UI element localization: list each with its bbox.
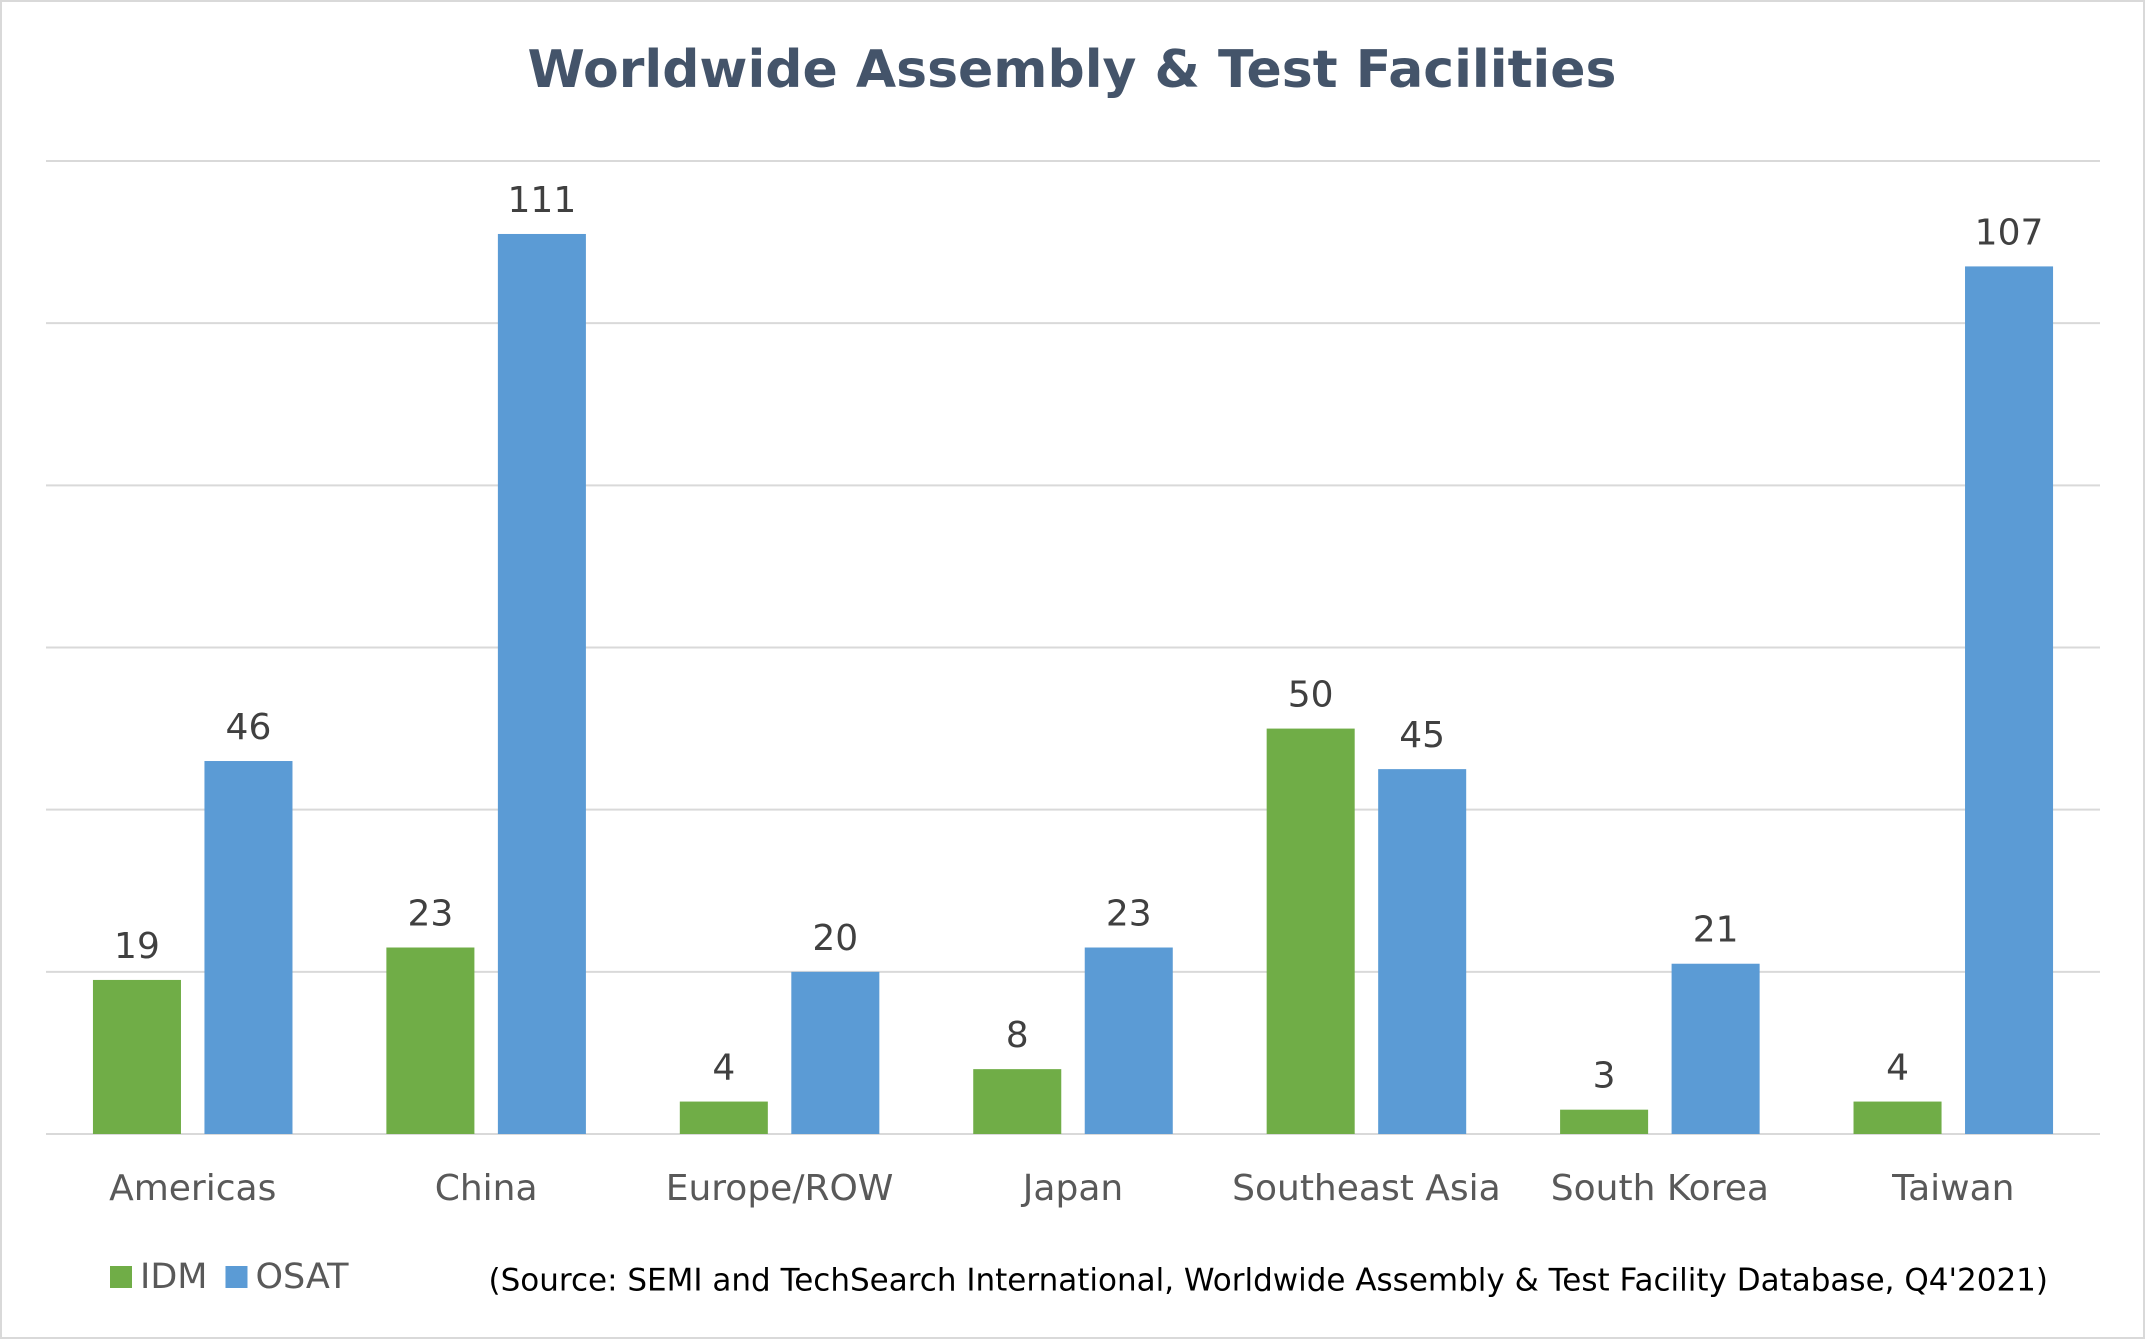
x-tick-label: Europe/ROW: [666, 1168, 894, 1209]
value-label: 46: [226, 707, 272, 748]
x-tick-label: Southeast Asia: [1232, 1168, 1501, 1209]
value-label: 23: [1106, 894, 1152, 935]
bar: [1853, 1101, 1942, 1134]
x-tick-label: China: [435, 1168, 538, 1209]
value-label: 8: [1006, 1015, 1029, 1056]
legend-label: OSAT: [255, 1257, 349, 1297]
bar: [92, 979, 181, 1134]
legend-swatch: [110, 1266, 132, 1288]
value-label: 23: [407, 894, 453, 935]
bar: [679, 1101, 768, 1134]
value-label: 4: [1886, 1048, 1909, 1089]
value-label: 107: [1975, 212, 2044, 253]
bar: [386, 947, 475, 1134]
value-label: 21: [1693, 910, 1739, 951]
value-label: 4: [712, 1048, 735, 1089]
bar: [1671, 963, 1760, 1134]
bar: [973, 1069, 1062, 1134]
bar: [1266, 728, 1355, 1134]
value-label: 3: [1593, 1056, 1616, 1097]
value-label: 20: [812, 918, 858, 959]
bar: [1965, 266, 2054, 1134]
x-tick-label: South Korea: [1551, 1168, 1769, 1209]
legend-label: IDM: [140, 1257, 207, 1297]
x-tick-label: Japan: [1021, 1168, 1123, 1209]
value-label: 111: [508, 180, 577, 221]
source-note: (Source: SEMI and TechSearch Internation…: [489, 1263, 2048, 1299]
value-label: 45: [1399, 715, 1445, 756]
bar: [791, 971, 880, 1134]
bar: [1378, 769, 1467, 1134]
bar: [1084, 947, 1173, 1134]
bar: [1560, 1109, 1649, 1134]
x-tick-label: Americas: [109, 1168, 276, 1209]
value-label: 50: [1288, 675, 1334, 716]
legend-swatch: [225, 1266, 248, 1288]
x-tick-label: Taiwan: [1891, 1168, 2014, 1209]
value-label: 19: [114, 926, 160, 967]
bar: [204, 761, 293, 1134]
bar: [497, 233, 586, 1135]
chart-title: Worldwide Assembly & Test Facilities: [528, 40, 1617, 100]
